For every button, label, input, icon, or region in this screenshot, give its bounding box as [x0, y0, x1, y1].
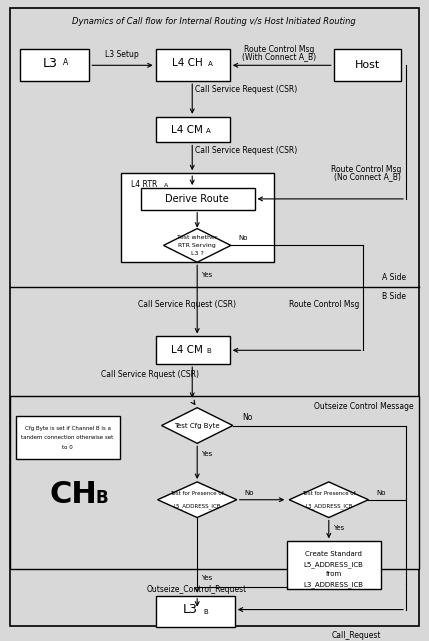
Bar	[156, 337, 230, 364]
Text: Call Service Rquest (CSR): Call Service Rquest (CSR)	[138, 300, 236, 310]
Text: from: from	[326, 571, 342, 577]
Bar	[20, 49, 89, 81]
Bar	[156, 49, 230, 81]
Polygon shape	[162, 408, 233, 444]
Text: Route Control Msg: Route Control Msg	[289, 300, 360, 310]
Bar	[156, 595, 235, 628]
Polygon shape	[289, 482, 369, 517]
Bar	[141, 188, 254, 210]
Text: Create Standard: Create Standard	[305, 551, 362, 557]
Text: Test for Presence of: Test for Presence of	[302, 491, 356, 496]
Text: to 0: to 0	[62, 445, 73, 451]
Text: L3: L3	[42, 57, 57, 70]
Text: RTR Serving: RTR Serving	[178, 243, 216, 248]
Text: L5_ADDRESS_ICB: L5_ADDRESS_ICB	[173, 503, 221, 508]
Text: tandem connection otherwise set: tandem connection otherwise set	[21, 435, 114, 440]
Text: Yes: Yes	[333, 526, 344, 531]
Text: Test for Presence of: Test for Presence of	[170, 491, 224, 496]
Bar	[287, 541, 381, 589]
Text: (With Connect A_B): (With Connect A_B)	[242, 53, 316, 62]
Text: Call Service Request (CSR): Call Service Request (CSR)	[195, 146, 297, 155]
Text: Call Service Rquest (CSR): Call Service Rquest (CSR)	[101, 370, 199, 379]
Text: A: A	[63, 58, 68, 67]
Polygon shape	[163, 229, 231, 262]
Polygon shape	[157, 482, 237, 517]
Text: L4 RTR: L4 RTR	[131, 180, 157, 189]
Text: Dynamics of Call flow for Internal Routing v/s Host Initiated Routing: Dynamics of Call flow for Internal Routi…	[72, 17, 356, 26]
Text: L4 CM: L4 CM	[171, 345, 203, 355]
Text: No: No	[245, 490, 254, 495]
Text: L3: L3	[183, 603, 198, 616]
Text: No: No	[376, 490, 386, 495]
Text: Call_Request: Call_Request	[332, 631, 381, 640]
Bar	[10, 396, 419, 569]
Text: Outseize Control Message: Outseize Control Message	[314, 402, 414, 411]
Text: Yes: Yes	[201, 451, 212, 457]
Text: Test Cfg Byte: Test Cfg Byte	[174, 422, 220, 429]
Text: L4 CH: L4 CH	[172, 58, 202, 69]
Text: A: A	[206, 128, 211, 133]
Text: B: B	[203, 608, 208, 615]
Text: A: A	[163, 183, 168, 188]
Bar	[156, 117, 230, 142]
Text: B Side: B Side	[382, 292, 406, 301]
Text: Route Control Msg: Route Control Msg	[331, 165, 401, 174]
Text: Route Control Msg: Route Control Msg	[244, 46, 314, 54]
Bar	[334, 49, 401, 81]
Text: No: No	[239, 235, 248, 242]
Bar	[16, 415, 120, 459]
Text: Yes: Yes	[201, 272, 212, 278]
Text: L5_ADDRESS_ICB: L5_ADDRESS_ICB	[304, 561, 364, 568]
Text: Outseize_Control_Request: Outseize_Control_Request	[147, 585, 247, 594]
Text: CH: CH	[50, 480, 97, 510]
Bar	[121, 173, 275, 262]
Text: Call Service Request (CSR): Call Service Request (CSR)	[195, 85, 297, 94]
Text: Derive Route: Derive Route	[165, 194, 229, 204]
Text: Yes: Yes	[201, 575, 212, 581]
Text: L3 Setup: L3 Setup	[105, 51, 139, 60]
Text: No: No	[242, 413, 253, 422]
Text: Host: Host	[355, 60, 380, 71]
Text: L3 ?: L3 ?	[191, 251, 204, 256]
Text: A: A	[208, 62, 213, 67]
Text: B: B	[206, 348, 211, 354]
Text: L3_ADDRESS_ICB: L3_ADDRESS_ICB	[304, 581, 364, 588]
Text: Test whether: Test whether	[177, 235, 218, 240]
Text: (No Connect A_B): (No Connect A_B)	[334, 172, 401, 181]
Text: A Side: A Side	[382, 273, 406, 282]
Text: L4 CM: L4 CM	[171, 124, 203, 135]
Text: L3_ADDRESS_ICB: L3_ADDRESS_ICB	[305, 503, 353, 508]
Text: Cfg Byte is set if Channel B is a: Cfg Byte is set if Channel B is a	[24, 426, 111, 431]
Text: B: B	[95, 488, 108, 506]
